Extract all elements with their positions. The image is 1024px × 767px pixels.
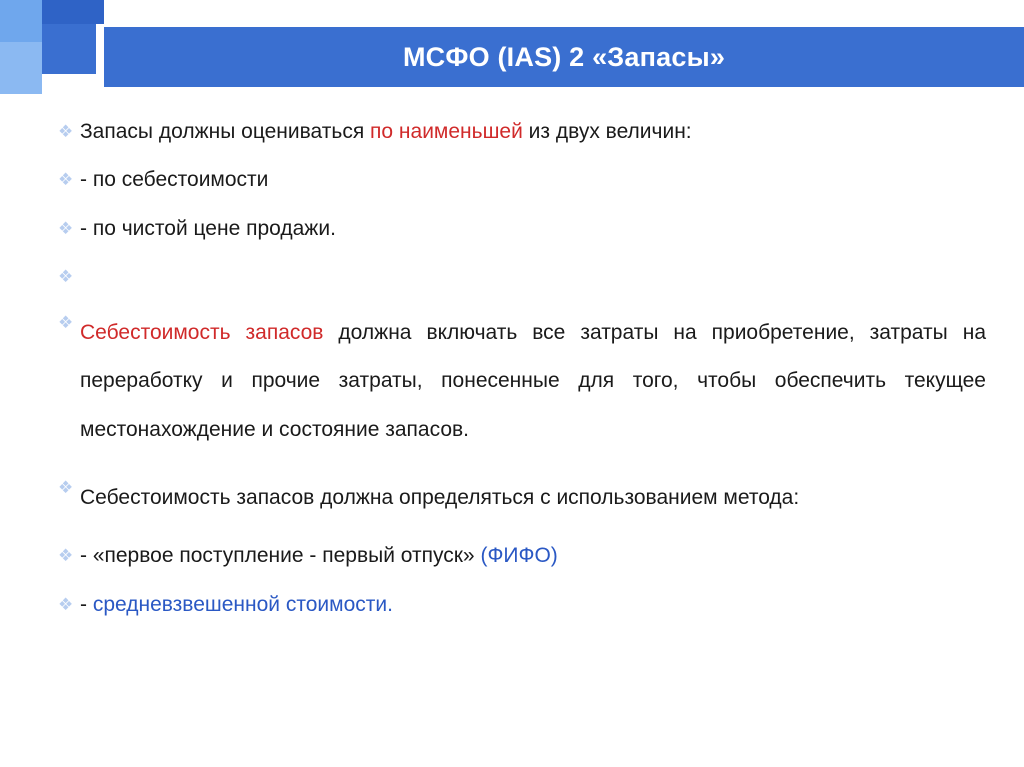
bullet-item: ❖ - «первое поступление - первый отпуск»…: [58, 542, 986, 570]
bullet-item: ❖ Запасы должны оцениваться по наименьше…: [58, 118, 986, 146]
bullet-icon: ❖: [58, 215, 80, 243]
bullet-icon: ❖: [58, 263, 80, 291]
bullet-item: ❖ - средневзвешенной стоимости.: [58, 591, 986, 619]
bullet-text: - по себестоимости: [80, 166, 986, 194]
bullet-item: ❖ - по себестоимости: [58, 166, 986, 194]
corner-square-3: [42, 24, 96, 74]
bullet-text: - средневзвешенной стоимости.: [80, 591, 986, 619]
bullet-item: ❖ Себестоимость запасов должна включать …: [58, 309, 986, 454]
slide-title-bar: МСФО (IAS) 2 «Запасы»: [104, 27, 1024, 87]
bullet-icon: ❖: [58, 309, 80, 337]
bullet-text: Себестоимость запасов должна определятьс…: [80, 474, 986, 522]
bullet-icon: ❖: [58, 591, 80, 619]
bullet-item: ❖ Себестоимость запасов должна определят…: [58, 474, 986, 522]
bullet-icon: ❖: [58, 166, 80, 194]
slide-title: МСФО (IAS) 2 «Запасы»: [403, 42, 725, 73]
bullet-text: - по чистой цене продажи.: [80, 215, 986, 243]
bullet-icon: ❖: [58, 474, 80, 502]
bullet-item: ❖ - по чистой цене продажи.: [58, 215, 986, 243]
bullet-icon: ❖: [58, 542, 80, 570]
corner-square-4: [0, 42, 42, 94]
corner-square-1: [0, 0, 42, 42]
slide-body: ❖ Запасы должны оцениваться по наименьше…: [58, 118, 986, 737]
corner-square-2: [42, 0, 104, 24]
bullet-text: Запасы должны оцениваться по наименьшей …: [80, 118, 986, 146]
bullet-icon: ❖: [58, 118, 80, 146]
bullet-item-empty: ❖: [58, 263, 986, 291]
bullet-text: - «первое поступление - первый отпуск» (…: [80, 542, 986, 570]
bullet-text: Себестоимость запасов должна включать вс…: [80, 309, 986, 454]
